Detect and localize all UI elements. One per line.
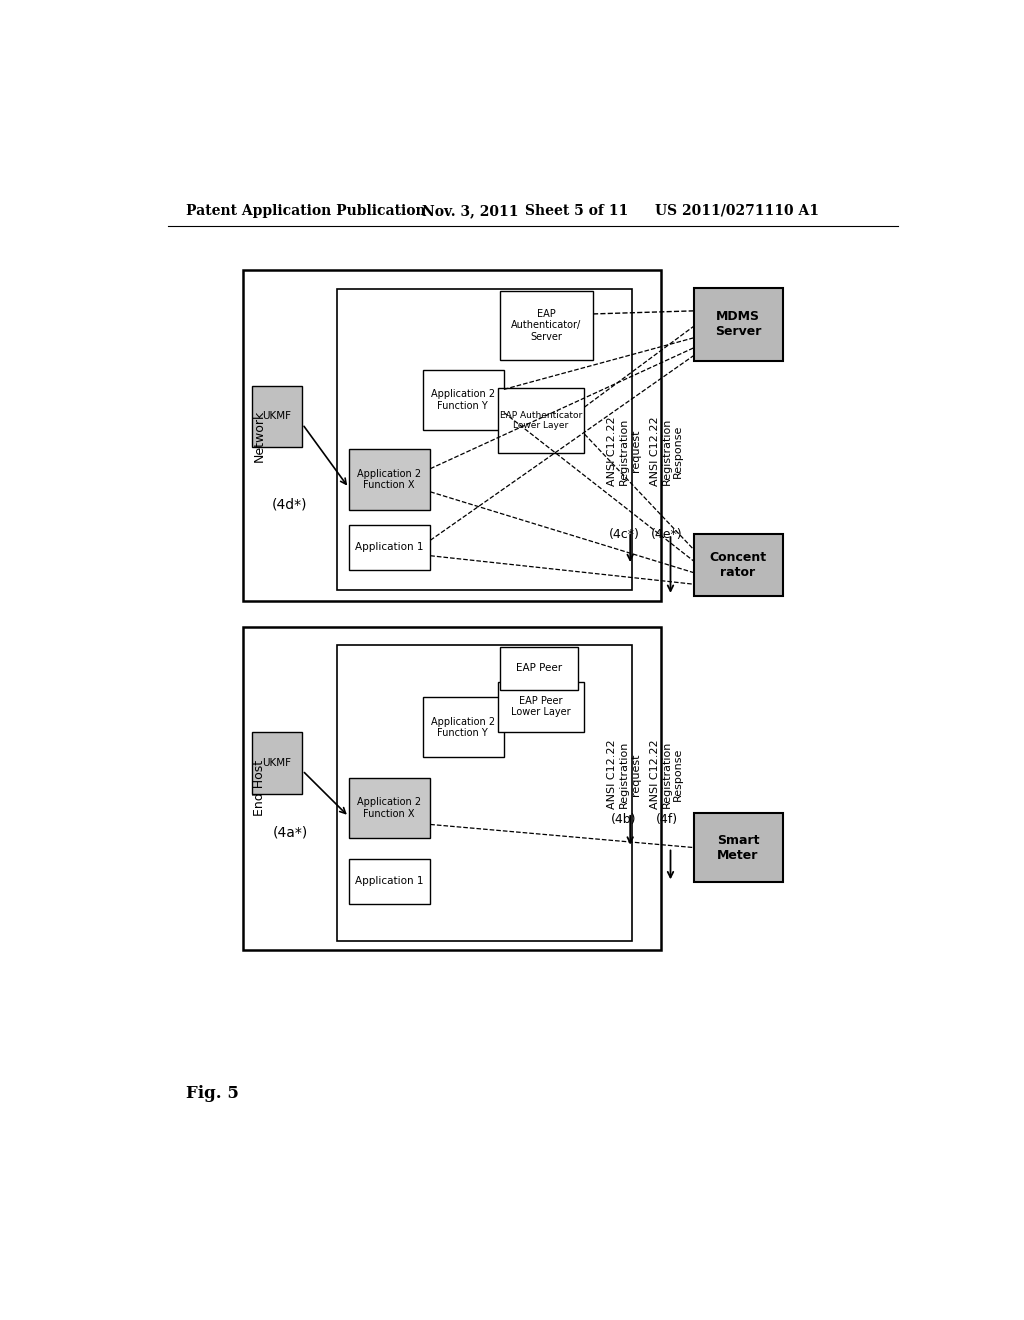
Text: (4e*): (4e*) xyxy=(651,528,682,541)
Text: (4d*): (4d*) xyxy=(271,498,307,512)
Text: Network: Network xyxy=(253,409,266,462)
Bar xyxy=(500,647,578,689)
Text: Application 2
Function X: Application 2 Function X xyxy=(357,469,421,490)
Text: Patent Application Publication: Patent Application Publication xyxy=(186,203,426,218)
Bar xyxy=(693,535,783,595)
Text: UKMF: UKMF xyxy=(262,412,291,421)
Text: (4a*): (4a*) xyxy=(273,825,308,840)
Bar xyxy=(423,370,504,430)
Bar xyxy=(693,813,783,882)
Bar xyxy=(349,449,430,510)
Text: (4f): (4f) xyxy=(655,813,678,825)
Text: Concent
rator: Concent rator xyxy=(710,550,767,579)
Text: MDMS
Server: MDMS Server xyxy=(715,310,761,338)
Text: ANSI C12.22
Registration
Response: ANSI C12.22 Registration Response xyxy=(650,739,683,809)
Bar xyxy=(693,288,783,360)
Text: (4c*): (4c*) xyxy=(608,528,639,541)
Text: Application 1: Application 1 xyxy=(355,543,424,552)
Text: Application 2
Function X: Application 2 Function X xyxy=(357,797,421,820)
Text: Application 1: Application 1 xyxy=(355,876,424,887)
Bar xyxy=(337,289,632,590)
Bar xyxy=(243,271,662,601)
Text: EAP
Authenticator/
Server: EAP Authenticator/ Server xyxy=(511,309,582,342)
Bar xyxy=(252,733,302,793)
Bar xyxy=(349,859,430,904)
Text: ANSI C12.22
Registration
Response: ANSI C12.22 Registration Response xyxy=(650,416,683,486)
Text: Nov. 3, 2011: Nov. 3, 2011 xyxy=(423,203,519,218)
Text: Fig. 5: Fig. 5 xyxy=(186,1085,239,1102)
Text: Application 2
Function Y: Application 2 Function Y xyxy=(431,717,495,738)
Text: Sheet 5 of 11: Sheet 5 of 11 xyxy=(524,203,628,218)
Text: Application 2
Function Y: Application 2 Function Y xyxy=(431,389,495,411)
Bar xyxy=(500,290,593,360)
Text: End Host: End Host xyxy=(253,760,266,816)
Text: ANSI C12.22
Registration
request: ANSI C12.22 Registration request xyxy=(607,416,641,486)
Bar xyxy=(252,385,302,447)
Bar xyxy=(498,388,585,453)
Text: (4b): (4b) xyxy=(611,813,637,825)
Text: ANSI C12.22
Registration
request: ANSI C12.22 Registration request xyxy=(607,739,641,809)
Bar xyxy=(423,697,504,758)
Bar xyxy=(243,627,662,950)
Bar xyxy=(337,645,632,941)
Text: UKMF: UKMF xyxy=(262,758,291,768)
Text: US 2011/0271110 A1: US 2011/0271110 A1 xyxy=(655,203,819,218)
Text: EAP Peer
Lower Layer: EAP Peer Lower Layer xyxy=(511,696,571,718)
Text: EAP Authenticator
Lower Layer: EAP Authenticator Lower Layer xyxy=(500,411,583,430)
Text: Smart
Meter: Smart Meter xyxy=(717,833,759,862)
Bar xyxy=(349,779,430,838)
Text: EAP Peer: EAP Peer xyxy=(516,663,562,673)
Bar xyxy=(349,525,430,570)
Bar xyxy=(498,682,585,733)
